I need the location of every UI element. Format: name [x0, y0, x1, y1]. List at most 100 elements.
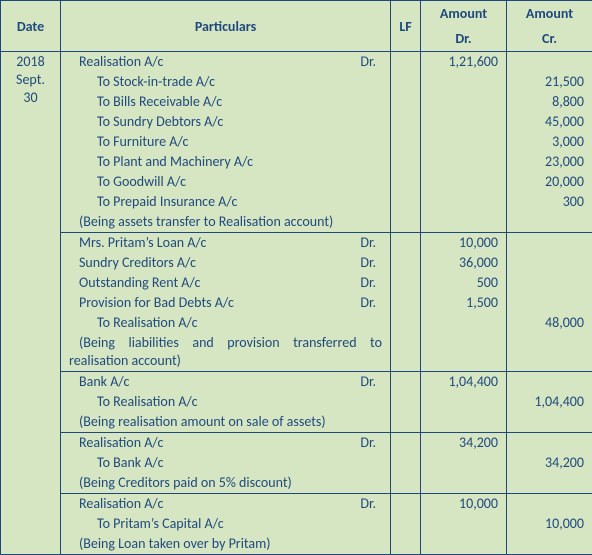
entry-indent: To Realisation A/c [69, 314, 198, 332]
lf-cell [391, 92, 421, 112]
amount-cr-cell [507, 253, 592, 273]
lf-cell [391, 473, 421, 494]
amount-dr-cell [421, 92, 507, 112]
amount-cr-cell [507, 273, 592, 293]
amount-cr-cell [507, 433, 592, 454]
amount-dr-cell [421, 172, 507, 192]
dr-mark: Dr. [360, 53, 382, 71]
entry-main: Sundry Creditors A/c [69, 254, 196, 271]
entry-indent: To Prepaid Insurance A/c [69, 193, 237, 211]
particulars-cell: (Being Loan taken over by Pritam) [61, 534, 391, 555]
particulars-cell: To Sundry Debtors A/c [61, 112, 391, 132]
particulars-cell: To Realisation A/c [61, 392, 391, 412]
particulars-cell: Realisation A/cDr. [61, 52, 391, 73]
journal-table: Date Particulars LF Amount Amount Dr. Cr… [0, 0, 592, 555]
amount-dr-cell [421, 72, 507, 92]
entry-main: Realisation A/c [69, 434, 163, 451]
amount-cr-cell [507, 412, 592, 433]
header-particulars: Particulars [61, 1, 391, 52]
amount-cr-cell [507, 333, 592, 372]
dr-mark: Dr. [360, 495, 382, 513]
amount-dr-cell: 36,000 [421, 253, 507, 273]
particulars-cell: Provision for Bad Debts A/cDr. [61, 293, 391, 313]
dr-mark: Dr. [360, 373, 382, 391]
amount-dr-cell [421, 132, 507, 152]
header-amount-dr-2: Dr. [421, 26, 507, 52]
amount-cr-cell [507, 233, 592, 254]
particulars-cell: (Being liabilities and provision transfe… [61, 333, 391, 372]
header-date: Date [1, 1, 61, 52]
lf-cell [391, 152, 421, 172]
amount-dr-cell [421, 514, 507, 534]
particulars-cell: To Plant and Machinery A/c [61, 152, 391, 172]
lf-cell [391, 293, 421, 313]
amount-cr-cell: 1,04,400 [507, 392, 592, 412]
amount-cr-cell [507, 52, 592, 73]
particulars-cell: (Being Creditors paid on 5% discount) [61, 473, 391, 494]
particulars-cell: To Goodwill A/c [61, 172, 391, 192]
lf-cell [391, 172, 421, 192]
lf-cell [391, 453, 421, 473]
amount-cr-cell: 3,000 [507, 132, 592, 152]
particulars-cell: To Pritam’s Capital A/c [61, 514, 391, 534]
amount-dr-cell: 1,04,400 [421, 372, 507, 393]
amount-cr-cell [507, 534, 592, 555]
particulars-cell: Bank A/cDr. [61, 372, 391, 393]
particulars-cell: Sundry Creditors A/c Dr. [61, 253, 391, 273]
amount-dr-cell [421, 112, 507, 132]
date-cell: 2018Sept. 30 [1, 52, 61, 555]
particulars-cell: To Bills Receivable A/c [61, 92, 391, 112]
amount-dr-cell [421, 534, 507, 555]
amount-cr-cell [507, 212, 592, 233]
particulars-cell: To Furniture A/c [61, 132, 391, 152]
header-amount-dr-1: Amount [421, 1, 507, 27]
lf-cell [391, 392, 421, 412]
lf-cell [391, 534, 421, 555]
amount-cr-cell: 20,000 [507, 172, 592, 192]
dr-mark: Dr. [360, 254, 382, 272]
particulars-cell: To Prepaid Insurance A/c [61, 192, 391, 212]
lf-cell [391, 132, 421, 152]
particulars-cell: Mrs. Pritam’s Loan A/cDr. [61, 233, 391, 254]
header-lf: LF [391, 1, 421, 52]
table-header: Date Particulars LF Amount Amount Dr. Cr… [1, 1, 592, 52]
particulars-cell: (Being assets transfer to Realisation ac… [61, 212, 391, 233]
particulars-cell: Realisation A/cDr. [61, 494, 391, 515]
dr-mark: Dr. [360, 234, 382, 252]
amount-cr-cell: 10,000 [507, 514, 592, 534]
particulars-cell: To Realisation A/c [61, 313, 391, 333]
amount-dr-cell: 10,000 [421, 233, 507, 254]
amount-cr-cell [507, 494, 592, 515]
amount-cr-cell [507, 293, 592, 313]
table-body: 2018Sept. 30Realisation A/cDr.1,21,600To… [1, 52, 592, 555]
amount-dr-cell: 34,200 [421, 433, 507, 454]
amount-dr-cell [421, 392, 507, 412]
lf-cell [391, 333, 421, 372]
lf-cell [391, 412, 421, 433]
amount-dr-cell [421, 412, 507, 433]
amount-cr-cell: 23,000 [507, 152, 592, 172]
lf-cell [391, 313, 421, 333]
amount-cr-cell [507, 473, 592, 494]
amount-dr-cell: 10,000 [421, 494, 507, 515]
entry-note: (Being Loan taken over by Pritam) [69, 535, 271, 552]
lf-cell [391, 494, 421, 515]
entry-note: (Being liabilities and provision transfe… [69, 334, 382, 369]
entry-note: (Being Creditors paid on 5% discount) [69, 474, 292, 491]
entry-indent: To Plant and Machinery A/c [69, 153, 253, 171]
amount-cr-cell: 8,800 [507, 92, 592, 112]
amount-cr-cell: 45,000 [507, 112, 592, 132]
lf-cell [391, 192, 421, 212]
amount-dr-cell: 500 [421, 273, 507, 293]
entry-indent: To Stock-in-trade A/c [69, 73, 215, 91]
particulars-cell: To Stock-in-trade A/c [61, 72, 391, 92]
entry-indent: To Bank A/c [69, 454, 164, 472]
entry-main: Outstanding Rent A/c [69, 274, 200, 291]
entry-note: (Being realisation amount on sale of ass… [69, 413, 326, 430]
lf-cell [391, 433, 421, 454]
header-amount-cr-2: Cr. [507, 26, 592, 52]
amount-cr-cell [507, 372, 592, 393]
lf-cell [391, 273, 421, 293]
amount-cr-cell: 21,500 [507, 72, 592, 92]
amount-dr-cell [421, 313, 507, 333]
